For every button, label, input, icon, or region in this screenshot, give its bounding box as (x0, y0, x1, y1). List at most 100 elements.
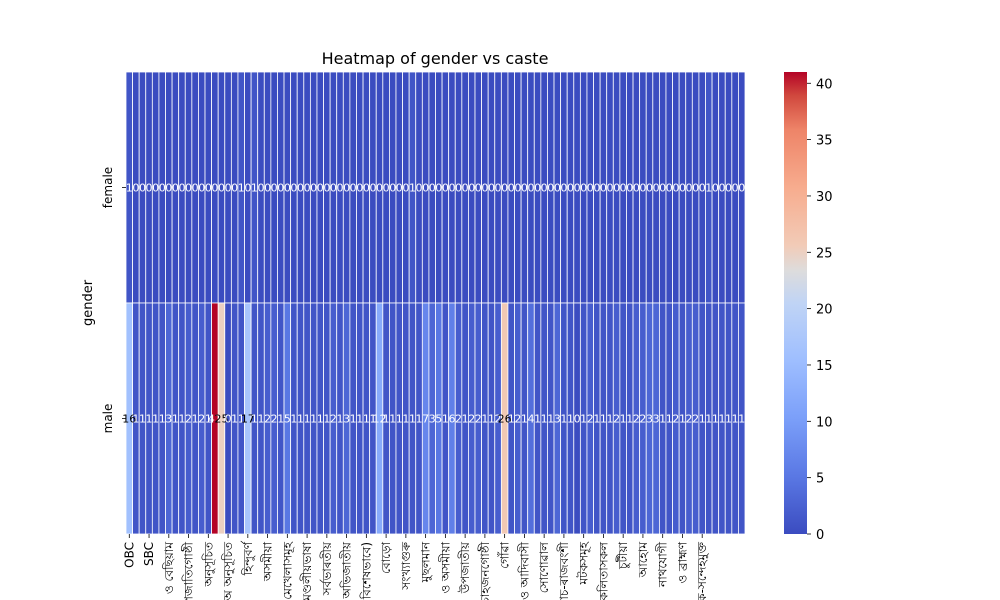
cell-value-label: 0 (613, 182, 620, 195)
colorbar-tick-label: 25 (816, 246, 833, 261)
cell-value-label: 0 (244, 182, 251, 195)
cell-value-label: 2 (495, 413, 502, 426)
cell-value-label: 0 (396, 182, 403, 195)
cell-value-label: 1 (732, 413, 739, 426)
cell-value-label: 0 (172, 182, 179, 195)
cell-value-label: 0 (699, 182, 706, 195)
cell-value-label: 1 (705, 413, 712, 426)
cell-value-label: 2 (613, 413, 620, 426)
y-axis-ticks: female male (101, 167, 126, 433)
cell-value-label: 1 (389, 413, 396, 426)
x-tick-label: সোণোৱাল (537, 541, 551, 593)
cell-value-label: 0 (139, 182, 146, 195)
x-tick-label: ও বেছিয়াম (162, 542, 176, 594)
cell-value-label: 0 (257, 182, 264, 195)
cell-value-label: 1 (679, 413, 686, 426)
x-tick-label: উপজাতীয় (458, 541, 472, 594)
cell-value-label: 0 (383, 182, 390, 195)
cell-value-label: 1 (541, 413, 548, 426)
cell-value-label: 0 (192, 182, 199, 195)
cell-value-label: 0 (495, 182, 502, 195)
cell-value-label: 1 (402, 413, 409, 426)
cell-value-label: 1 (593, 413, 600, 426)
cell-value-label: 16 (122, 413, 136, 426)
cell-value-label: 0 (574, 182, 581, 195)
cell-value-label: 7 (422, 413, 429, 426)
cell-value-label: 1 (705, 182, 712, 195)
cell-value-label: 1 (178, 413, 185, 426)
cell-value-label: 0 (514, 182, 521, 195)
cell-value-label: 3 (646, 413, 653, 426)
cell-value-label: 2 (264, 413, 271, 426)
cell-value-label: 0 (712, 182, 719, 195)
cell-value-label: 3 (343, 413, 350, 426)
cell-value-label: 0 (271, 182, 278, 195)
cell-value-label: 0 (455, 182, 462, 195)
cell-value-label: 1 (580, 413, 587, 426)
cell-value-label: 0 (527, 182, 534, 195)
cell-value-label: 0 (211, 182, 218, 195)
cell-value-label: 1 (442, 413, 449, 426)
cell-value-label: 1 (547, 413, 554, 426)
cell-value-label: 0 (146, 182, 153, 195)
cell-value-label: 0 (185, 182, 192, 195)
cell-value-label: 0 (534, 182, 541, 195)
cell-value-label: 0 (448, 182, 455, 195)
x-tick-label: কলিতাসকল (596, 541, 610, 600)
cell-value-label: 0 (317, 182, 324, 195)
cell-value-label: 2 (692, 413, 699, 426)
cell-value-label: 1 (409, 182, 416, 195)
cell-value-label: 0 (738, 182, 745, 195)
cell-value-label: 0 (205, 182, 212, 195)
x-tick-label: SBC (142, 542, 156, 566)
x-axis-ticks: OBC SBC ও বেছিয়াম উপজাতিগোষ্ঠী অনুসূচিত অ অন… (122, 534, 710, 600)
cell-value-label: 1 (310, 413, 317, 426)
x-tick-label: অ অনুসূচিত (221, 541, 236, 600)
heatmap-cell (738, 302, 746, 535)
cell-value-label: 1 (409, 413, 416, 426)
cell-value-label: 1 (172, 413, 179, 426)
cell-value-label: 17 (241, 413, 255, 426)
cell-value-label: 0 (231, 182, 238, 195)
x-tick-label: ও সৰ্বভাৰতীয় (320, 541, 334, 600)
cell-value-label: 0 (468, 182, 475, 195)
x-tick-label: অসমীয়া (261, 541, 275, 581)
colorbar (784, 72, 807, 534)
cell-value-label: 1 (363, 413, 370, 426)
cell-value-label: 0 (679, 182, 686, 195)
x-tick-label: চাহজনগোষ্ঠী (478, 541, 492, 600)
cell-value-label: 0 (225, 413, 232, 426)
cell-value-label: 0 (646, 182, 653, 195)
cell-value-label: 1 (416, 413, 423, 426)
cell-value-label: 1 (666, 413, 673, 426)
cell-value-label: 1 (231, 413, 238, 426)
cell-value-label: 0 (343, 182, 350, 195)
cell-value-label: 0 (607, 182, 614, 195)
cell-value-label: 2 (198, 413, 205, 426)
x-tick-label: (বিশেষভাবে) (359, 542, 373, 600)
cell-value-label: 1 (139, 413, 146, 426)
x-tick-label: ও অসমীয়া (438, 541, 452, 593)
cell-value-label: 1 (251, 413, 258, 426)
cell-value-label: 0 (218, 182, 225, 195)
cell-value-label: 1 (350, 413, 357, 426)
x-tick-label: হিন্দুবর্ণ (241, 540, 256, 576)
cell-value-label: 0 (718, 182, 725, 195)
x-tick-label: উপজাতিগোষ্ঠী (182, 541, 196, 600)
cell-value-label: 0 (633, 182, 640, 195)
cell-value-label: 0 (389, 182, 396, 195)
cell-value-label: 0 (593, 182, 600, 195)
cell-value-label: 1 (738, 413, 745, 426)
cell-value-label: 1 (481, 413, 488, 426)
cell-value-label: 26 (498, 413, 512, 426)
cell-value-label: 0 (310, 182, 317, 195)
cell-value-label: 0 (672, 182, 679, 195)
cell-value-label: 0 (725, 182, 732, 195)
cell-value-label: 2 (330, 413, 337, 426)
cell-value-label: 1 (534, 413, 541, 426)
cell-value-label: 0 (547, 182, 554, 195)
x-tick-label: ও অভিজাতীয় (340, 541, 354, 600)
cell-value-label: 1 (205, 413, 212, 426)
